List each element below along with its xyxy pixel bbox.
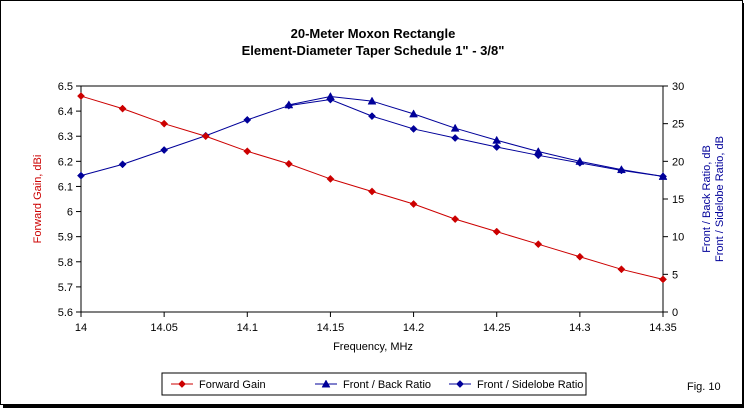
y-left-tick-label: 6 bbox=[67, 207, 73, 219]
data-point bbox=[575, 252, 584, 261]
x-tick-label: 14.25 bbox=[483, 322, 511, 334]
y-left-tick-label: 6.5 bbox=[58, 81, 73, 93]
x-axis: 14 14.05 14.1 14.15 14.2 14.25 14.3 14.35 bbox=[75, 312, 677, 334]
data-point bbox=[492, 135, 502, 144]
legend-item: Front / Sidelobe Ratio bbox=[449, 379, 583, 391]
data-point bbox=[617, 165, 626, 174]
x-tick-label: 14.15 bbox=[317, 322, 345, 334]
chart-subtitle: Element-Diameter Taper Schedule 1" - 3/8… bbox=[242, 43, 505, 58]
y-right-tick-label: 5 bbox=[672, 269, 678, 281]
legend-swatch-marker bbox=[456, 380, 464, 388]
y-axis-right-label-1: Front / Back Ratio, dB bbox=[701, 145, 713, 253]
y-right-tick-label: 10 bbox=[672, 232, 684, 244]
y-left-tick-label: 5.6 bbox=[58, 307, 73, 319]
data-point bbox=[492, 227, 501, 236]
y-axis-right: 0 5 10 15 20 25 30 bbox=[663, 81, 684, 319]
data-point bbox=[243, 115, 252, 124]
legend-item: Front / Back Ratio bbox=[315, 379, 431, 391]
y-axis-right-label-2: Front / Sidelobe Ratio, dB bbox=[714, 136, 726, 262]
data-point bbox=[450, 123, 460, 132]
data-point bbox=[534, 240, 543, 249]
y-left-tick-label: 6.4 bbox=[58, 106, 73, 118]
data-point bbox=[409, 200, 418, 208]
data-point bbox=[409, 109, 418, 118]
x-axis-label: Frequency, MHz bbox=[333, 341, 413, 353]
legend-item: Forward Gain bbox=[171, 379, 266, 391]
legend-swatch-marker bbox=[178, 380, 186, 388]
series-layer bbox=[77, 92, 668, 284]
y-left-tick-label: 5.8 bbox=[58, 257, 73, 269]
series-front-back-ratio bbox=[284, 92, 668, 180]
legend-swatch-marker bbox=[321, 379, 331, 388]
x-tick-label: 14.3 bbox=[569, 322, 590, 334]
y-right-tick-label: 25 bbox=[672, 119, 684, 131]
data-point bbox=[367, 96, 377, 105]
data-point bbox=[77, 92, 85, 100]
y-axis-left-label: Forward Gain, dBi bbox=[32, 155, 44, 244]
data-point bbox=[326, 92, 335, 100]
x-tick-label: 14.05 bbox=[150, 322, 178, 334]
data-point bbox=[368, 112, 376, 121]
series-line bbox=[288, 96, 664, 177]
legend-label: Forward Gain bbox=[199, 379, 266, 391]
legend-box bbox=[161, 372, 587, 396]
legend-label: Front / Sidelobe Ratio bbox=[477, 379, 583, 391]
data-point bbox=[243, 147, 252, 156]
y-left-tick-label: 6.3 bbox=[58, 131, 73, 143]
figure-label: Fig. 10 bbox=[687, 381, 721, 393]
x-tick-label: 14.2 bbox=[403, 322, 424, 334]
data-point bbox=[118, 104, 127, 113]
y-left-tick-label: 6.1 bbox=[58, 181, 73, 193]
x-tick-label: 14.35 bbox=[649, 322, 677, 334]
y-right-tick-label: 20 bbox=[672, 156, 684, 168]
y-left-tick-label: 5.9 bbox=[58, 232, 73, 244]
data-point bbox=[451, 215, 460, 224]
y-axis-left: 5.6 5.7 5.8 5.9 6 6.1 6.2 6.3 6.4 6.5 bbox=[58, 81, 81, 319]
series-forward-gain bbox=[77, 92, 667, 284]
data-point bbox=[77, 171, 85, 180]
legend: Forward Gain Front / Back Ratio Front / Si… bbox=[161, 372, 587, 396]
data-point bbox=[451, 134, 460, 142]
data-point bbox=[201, 132, 210, 141]
data-point bbox=[326, 174, 335, 183]
x-tick-label: 14 bbox=[75, 322, 87, 334]
y-left-tick-label: 6.2 bbox=[58, 156, 73, 168]
data-point bbox=[659, 275, 667, 284]
data-point bbox=[160, 119, 169, 128]
y-left-tick-label: 5.7 bbox=[58, 282, 73, 294]
legend-label: Front / Back Ratio bbox=[343, 379, 431, 391]
legend-items: Forward Gain Front / Back Ratio Front / Si… bbox=[171, 379, 583, 391]
y-right-tick-label: 30 bbox=[672, 81, 684, 93]
data-point bbox=[118, 160, 127, 169]
data-point bbox=[409, 124, 418, 133]
y-right-tick-label: 15 bbox=[672, 194, 684, 206]
x-tick-label: 14.1 bbox=[237, 322, 258, 334]
data-point bbox=[658, 171, 668, 180]
y-right-tick-label: 0 bbox=[672, 307, 678, 319]
chart-title: 20-Meter Moxon Rectangle bbox=[291, 26, 456, 41]
data-point bbox=[284, 100, 294, 109]
plot-area bbox=[80, 85, 664, 313]
data-point bbox=[284, 159, 293, 168]
data-point bbox=[368, 187, 376, 196]
data-point bbox=[492, 143, 501, 151]
data-point bbox=[160, 146, 169, 154]
data-point bbox=[617, 265, 626, 274]
data-point bbox=[575, 156, 585, 165]
data-point bbox=[533, 147, 543, 155]
